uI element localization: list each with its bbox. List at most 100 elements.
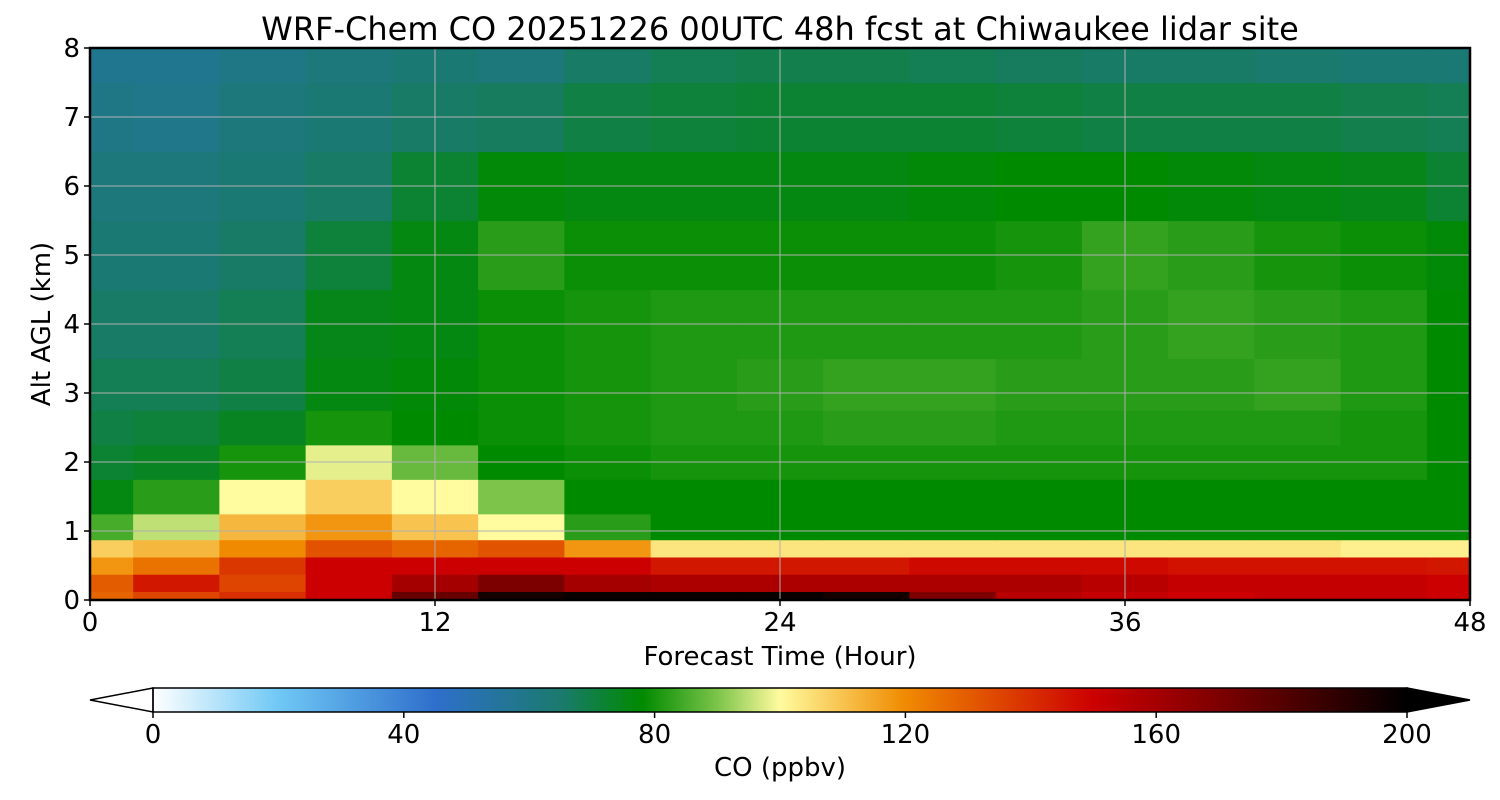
- heatmap-cell: [909, 358, 997, 411]
- heatmap-cell: [1340, 358, 1428, 411]
- heatmap-cell: [1254, 358, 1342, 411]
- heatmap-cell: [1254, 556, 1342, 575]
- x-tick-label: 48: [1453, 608, 1486, 638]
- heatmap-cell: [1426, 539, 1470, 558]
- heatmap-cell: [1426, 479, 1470, 515]
- x-tick-label: 12: [418, 608, 451, 638]
- heatmap-cell: [1168, 556, 1255, 575]
- colorbar-label: CO (ppbv): [714, 753, 846, 783]
- heatmap-cell: [564, 513, 652, 541]
- heatmap-cell: [478, 539, 565, 558]
- heatmap-cell: [478, 556, 565, 575]
- heatmap-cell: [133, 556, 220, 575]
- heatmap-cell: [305, 479, 393, 515]
- heatmap-cell: [1340, 479, 1428, 515]
- heatmap-cell: [133, 479, 220, 515]
- colorbar-tick-label: 200: [1382, 720, 1432, 750]
- heatmap-cell: [305, 574, 393, 592]
- heatmap-cell: [1168, 591, 1255, 600]
- heatmap-cell: [219, 539, 307, 558]
- heatmap-cell: [1168, 358, 1255, 411]
- colorbar-tick-label: 120: [881, 720, 931, 750]
- y-tick-label: 7: [63, 103, 80, 133]
- y-axis: 0 1 2 3 4 5 6 7 8: [63, 34, 90, 616]
- heatmap-cell: [650, 479, 738, 515]
- heatmap-cell: [564, 358, 652, 411]
- heatmap-cell: [909, 479, 997, 515]
- heatmap-cell: [650, 358, 738, 411]
- heatmap-cell: [305, 410, 393, 446]
- heatmap-cell: [1340, 513, 1428, 541]
- heatmap-cell: [90, 556, 134, 575]
- y-tick-label: 0: [63, 586, 80, 616]
- heatmap-cell: [995, 410, 1083, 446]
- heatmap-cell: [1426, 591, 1470, 600]
- heatmap-cell: [650, 539, 738, 558]
- heatmap-cell: [219, 410, 307, 446]
- colorbar-gradient: [153, 688, 1407, 712]
- heatmap-cell: [823, 591, 910, 600]
- heatmap-cell: [564, 574, 652, 592]
- heatmap-cell: [823, 48, 910, 84]
- heatmap-cell: [1254, 479, 1342, 515]
- heatmap-cell: [1254, 513, 1342, 541]
- heatmap-cell: [995, 513, 1083, 541]
- heatmap-cell: [1340, 539, 1428, 558]
- heatmap-cell: [478, 574, 565, 592]
- colorbar-tick-label: 80: [638, 720, 671, 750]
- plot-area: [88, 46, 1472, 602]
- heatmap-cell: [133, 574, 220, 592]
- heatmap-cell: [133, 410, 220, 446]
- heatmap-cell: [90, 591, 134, 600]
- heatmap-cell: [1340, 556, 1428, 575]
- heatmap-cell: [995, 574, 1083, 592]
- heatmap-cell: [219, 48, 307, 84]
- heatmap-cell: [823, 358, 910, 411]
- heatmap-cell: [305, 539, 393, 558]
- colorbar-extend-low: [89, 687, 154, 713]
- y-tick-label: 1: [63, 517, 80, 547]
- heatmap-cell: [909, 513, 997, 541]
- heatmap-cell: [219, 556, 307, 575]
- heatmap-cell: [909, 539, 997, 558]
- y-tick-label: 5: [63, 241, 80, 271]
- heatmap-cell: [1340, 574, 1428, 592]
- heatmap-cell: [478, 513, 565, 541]
- heatmap-cell: [219, 358, 307, 411]
- heatmap-cell: [650, 48, 738, 84]
- heatmap-cell: [909, 48, 997, 84]
- heatmap-cell: [564, 479, 652, 515]
- heatmap-cell: [90, 358, 134, 411]
- heatmap-cell: [305, 48, 393, 84]
- heatmap-cell: [133, 48, 220, 84]
- heatmap-cell: [823, 556, 910, 575]
- heatmap-cell: [1168, 513, 1255, 541]
- heatmap-cell: [478, 358, 565, 411]
- chart-title: WRF-Chem CO 20251226 00UTC 48h fcst at C…: [261, 10, 1299, 48]
- heatmap-cell: [478, 48, 565, 84]
- heatmap-cell: [90, 479, 134, 515]
- heatmap-cell: [219, 513, 307, 541]
- heatmap-cell: [823, 574, 910, 592]
- heatmap-cell: [823, 513, 910, 541]
- heatmap-cell: [219, 479, 307, 515]
- heatmap-cell: [650, 410, 738, 446]
- heatmap-cell: [823, 539, 910, 558]
- colorbar-tick-label: 40: [387, 720, 420, 750]
- heatmap-cell: [909, 556, 997, 575]
- heatmap-cell: [1254, 591, 1342, 600]
- x-tick-label: 36: [1108, 608, 1141, 638]
- heatmap-cell: [909, 574, 997, 592]
- heatmap-cell: [1426, 358, 1470, 411]
- y-axis-label: Alt AGL (km): [27, 242, 57, 406]
- heatmap-cell: [564, 556, 652, 575]
- heatmap-cell: [1426, 556, 1470, 575]
- x-tick-label: 0: [82, 608, 99, 638]
- x-axis-label: Forecast Time (Hour): [643, 642, 916, 672]
- x-tick-label: 24: [763, 608, 796, 638]
- heatmap-cell: [909, 591, 997, 600]
- heatmap-cell: [564, 591, 652, 600]
- heatmap-cell: [219, 574, 307, 592]
- heatmap-cell: [133, 539, 220, 558]
